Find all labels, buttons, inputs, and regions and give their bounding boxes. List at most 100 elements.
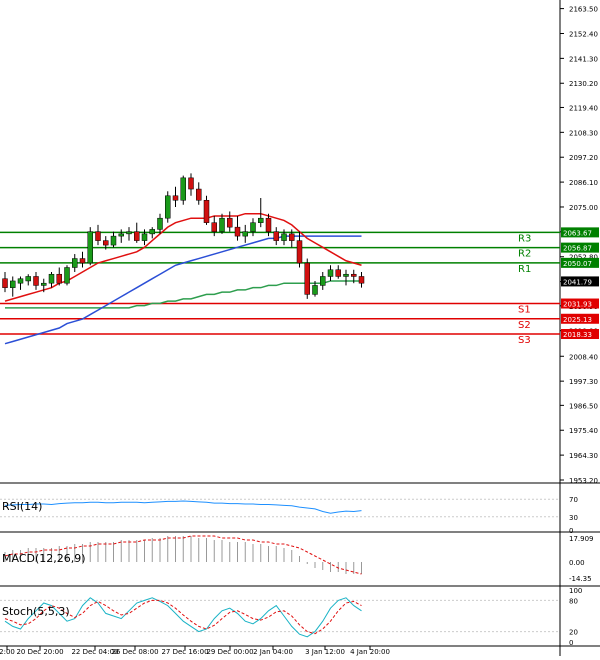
candle-body: [296, 240, 303, 264]
rsi-line: [4, 500, 362, 514]
candle-body: [103, 240, 109, 246]
pivot-tag-r1: [561, 257, 599, 268]
candle-body: [219, 217, 225, 232]
candle-body: [343, 273, 349, 277]
y-tick-label: 1975.40: [569, 427, 598, 435]
x-tick-label: 2:00: [0, 648, 15, 656]
x-tick-label: 2 Jan 04:00: [253, 648, 293, 656]
y-tick-label: 2119.40: [569, 104, 598, 112]
stoch-tick-label: 20: [569, 629, 578, 637]
candle-body: [234, 226, 241, 237]
x-tick-label: 20 Dec 20:00: [16, 648, 63, 656]
pivot-label-r1: R1: [518, 264, 531, 275]
candle-body: [273, 231, 279, 241]
ma-slow-line: [5, 280, 362, 309]
rsi-label: RSI(14): [2, 500, 42, 513]
pivot-label-s3: S3: [518, 335, 531, 346]
rsi-tick-label: 70: [569, 496, 578, 504]
candle-body: [211, 222, 217, 232]
pivot-value-s1: 2031.93: [563, 301, 592, 309]
pivot-value-r2: 2056.87: [563, 245, 592, 253]
candle-body: [227, 217, 233, 228]
candle-body: [351, 273, 357, 277]
candle-body: [265, 217, 272, 232]
pivot-tag-s2: [561, 313, 599, 324]
candle-body: [56, 273, 62, 284]
candle-body: [172, 195, 179, 201]
y-tick-label: 1953.20: [569, 477, 598, 485]
y-tick-label: 2130.20: [569, 80, 598, 88]
pivot-label-r2: R2: [518, 249, 531, 260]
y-tick-label: 1986.50: [569, 402, 598, 410]
rsi-tick-label: 0: [569, 527, 573, 535]
x-tick-label: 26 Dec 08:00: [111, 648, 158, 656]
y-tick-label: 2141.30: [569, 55, 598, 63]
candle-body: [180, 177, 186, 201]
pivot-tag-s3: [561, 329, 599, 340]
pivot-tag-r3: [561, 227, 599, 238]
stoch-k-line: [4, 597, 362, 638]
candle-body: [141, 233, 148, 241]
candle-body: [2, 278, 8, 288]
candle-body: [126, 231, 132, 235]
rsi-tick-label: 30: [569, 514, 578, 522]
y-tick-label: 2152.40: [569, 30, 598, 38]
y-tick-label: 2097.20: [569, 154, 598, 162]
candle-body: [250, 222, 256, 232]
pivot-value-r3: 2063.67: [563, 229, 592, 237]
candle-body: [242, 231, 248, 237]
candle-body: [25, 276, 31, 282]
pivot-tag-s1: [561, 298, 599, 309]
pivot-value-r1: 2050.07: [563, 260, 592, 268]
candle-body: [196, 188, 202, 201]
x-tick-label: 3 Jan 12:00: [305, 648, 345, 656]
y-tick-label: 2052.80: [569, 254, 598, 262]
stoch-tick-label: 80: [569, 597, 578, 605]
candle-body: [110, 235, 117, 246]
candle-body: [48, 273, 55, 284]
candle-body: [312, 285, 318, 295]
x-tick-label: 27 Dec 16:00: [161, 648, 208, 656]
macd-signal-line: [4, 535, 362, 575]
candle-body: [320, 276, 326, 286]
y-tick-label: 1964.30: [569, 452, 598, 460]
candle-body: [72, 258, 78, 268]
pivot-value-s3: 2018.33: [563, 331, 592, 339]
candle-body: [95, 231, 101, 241]
candle-body: [188, 177, 194, 190]
macd-tick-label: -14.35: [569, 575, 592, 583]
candle-body: [358, 276, 365, 284]
stoch-label: Stoch(5,5,3): [2, 605, 70, 618]
candle-body: [87, 231, 93, 264]
macd-label: MACD(12,26,9): [2, 552, 86, 565]
x-tick-label: 22 Dec 04:00: [71, 648, 118, 656]
ma-mid-line: [4, 235, 362, 345]
y-tick-label: 1997.30: [569, 378, 598, 386]
stoch-tick-label: 100: [569, 587, 582, 595]
candle-body: [10, 280, 16, 288]
current-price-label: 2041.79: [563, 278, 592, 286]
candle-body: [149, 229, 155, 235]
candle-body: [157, 217, 163, 230]
candle-body: [203, 200, 210, 223]
x-tick-label: 29 Dec 00:00: [206, 648, 253, 656]
candle-body: [335, 269, 341, 277]
stoch-tick-label: 0: [569, 639, 573, 647]
pivot-label-s1: S1: [518, 305, 531, 316]
candle-body: [64, 267, 70, 284]
candle-body: [79, 258, 86, 264]
candle-body: [327, 269, 334, 277]
stoch-d-line: [4, 599, 362, 635]
pivot-value-s2: 2025.13: [563, 316, 592, 324]
candle-body: [17, 278, 24, 284]
current-price-tag: [561, 276, 599, 287]
macd-tick-label: 0.00: [569, 559, 585, 567]
candle-body: [165, 195, 171, 219]
candle-body: [281, 233, 287, 241]
candle-body: [289, 233, 295, 241]
y-tick-label: 2086.10: [569, 179, 598, 187]
candle-body: [304, 262, 310, 295]
candle-body: [41, 282, 47, 286]
y-tick-label: 2075.00: [569, 204, 598, 212]
